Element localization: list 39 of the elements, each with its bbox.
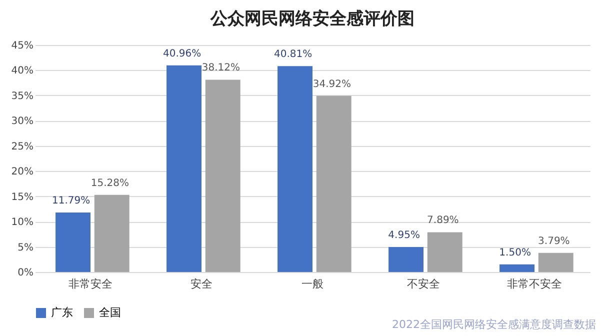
legend-label: 全国 xyxy=(99,306,121,319)
bar xyxy=(388,247,424,272)
bar xyxy=(538,252,574,272)
x-tick-label: 一般 xyxy=(302,278,324,290)
x-tick-label: 不安全 xyxy=(407,278,440,290)
bar xyxy=(56,212,90,272)
data-label: 3.79% xyxy=(538,236,570,247)
y-tick-label: 30% xyxy=(11,116,34,128)
data-label: 1.50% xyxy=(499,247,531,258)
data-label: 4.95% xyxy=(388,230,420,242)
legend-label: 广东 xyxy=(51,306,73,319)
y-tick-label: 15% xyxy=(11,192,34,203)
bar xyxy=(205,80,240,272)
x-tick-label: 非常不安全 xyxy=(507,278,562,290)
data-label: 34.92% xyxy=(312,78,351,90)
y-tick-label: 45% xyxy=(11,40,34,52)
bar xyxy=(94,194,130,272)
x-tick-label: 非常安全 xyxy=(68,278,112,290)
bar xyxy=(166,65,202,272)
y-tick-label: 0% xyxy=(18,268,34,278)
y-tick-label: 40% xyxy=(11,66,34,77)
bar xyxy=(278,66,312,272)
data-label: 40.81% xyxy=(274,49,312,60)
y-tick-label: 20% xyxy=(11,166,34,178)
x-tick-label: 安全 xyxy=(190,278,212,290)
y-tick-label: 10% xyxy=(11,217,34,228)
data-label: 11.79% xyxy=(52,196,90,207)
data-label: 38.12% xyxy=(202,62,240,74)
text: 2022全国网民网络安全感满意度调查数据 xyxy=(392,317,596,332)
bar xyxy=(500,264,534,272)
bar xyxy=(427,232,462,272)
bar xyxy=(316,96,352,272)
data-label: 15.28% xyxy=(90,178,129,189)
data-label: 7.89% xyxy=(427,215,459,226)
y-tick-label: 5% xyxy=(18,242,34,254)
data-label: 40.96% xyxy=(163,48,202,60)
chart-title: 公众网民网络安全感评价图 xyxy=(210,9,414,29)
y-tick-label: 25% xyxy=(11,141,34,152)
y-tick-label: 35% xyxy=(11,90,34,102)
